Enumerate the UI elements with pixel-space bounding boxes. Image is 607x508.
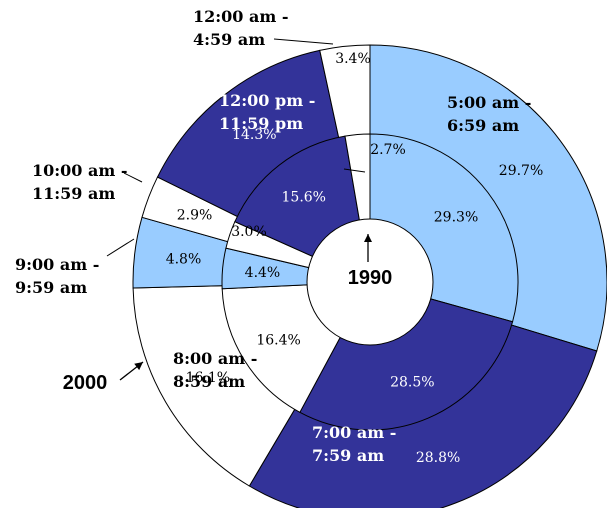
leader-lines: [106, 38, 372, 381]
category-labels: 5:00 am -6:59 am 7:00 am -7:59 am 8:00 am …: [15, 7, 531, 465]
1990-value-10-00-am-11-59-am: 3.0%: [231, 224, 267, 240]
1990-value-9-00-am-9-59-am: 4.4%: [245, 265, 281, 281]
2000-value-12-00-pm-11-59-pm: 14.3%: [232, 127, 276, 143]
category-label-7-00-am-7-59-am: 7:00 am -7:59 am: [312, 423, 396, 465]
1990-value-12-00-pm-11-59-pm: 15.6%: [282, 190, 326, 206]
series-label-1990: 1990: [348, 267, 393, 289]
category-label-9-00-am-9-59-am: 9:00 am -9:59 am: [15, 255, 99, 297]
2000-value-10-00-am-11-59-am: 2.9%: [177, 207, 213, 223]
2000-value-12-00-am-4-59-am: 3.4%: [335, 51, 371, 67]
2000-value-5-00-am-6-59-am: 29.7%: [499, 163, 543, 179]
category-label-12-00-pm-11-59-pm: 12:00 pm -11:59 pm: [219, 91, 315, 133]
category-label-12-00-am-4-59-am: 12:00 am -4:59 am: [193, 7, 289, 49]
2000-value-7-00-am-7-59-am: 28.8%: [416, 450, 460, 466]
donut-hole: [306, 218, 434, 346]
1990-value-8-00-am-8-59-am: 16.4%: [256, 332, 300, 348]
1990-value-5-00-am-6-59-am: 29.3%: [434, 210, 478, 226]
1990-value-7-00-am-7-59-am: 28.5%: [390, 374, 434, 390]
category-label-8-00-am-8-59-am: 8:00 am -8:59 am: [173, 349, 257, 391]
category-label-10-00-am-11-59-am: 10:00 am -11:59 am: [32, 161, 128, 203]
1990-value-12-00-am-4-59-am: 2.7%: [370, 142, 406, 158]
value-labels: 29.7% 28.8% 16.1% 4.8% 2.9% 14.3% 3.4% 29.3% 28.…: [166, 51, 544, 466]
2000-value-8-00-am-8-59-am: 16.1%: [186, 370, 230, 386]
2000-value-9-00-am-9-59-am: 4.8%: [166, 251, 202, 267]
series-label-2000: 2000: [63, 372, 108, 394]
series-labels: 1990 2000: [63, 267, 393, 394]
category-label-5-00-am-6-59-am: 5:00 am -6:59 am: [447, 93, 531, 135]
arrow-1990-head: [364, 234, 372, 242]
leader-10am: [123, 172, 143, 183]
leader-9am: [106, 238, 135, 257]
leader-1990-2-7: [343, 168, 366, 173]
arrow-2000-head: [134, 362, 143, 371]
leader-12am: [273, 38, 334, 45]
